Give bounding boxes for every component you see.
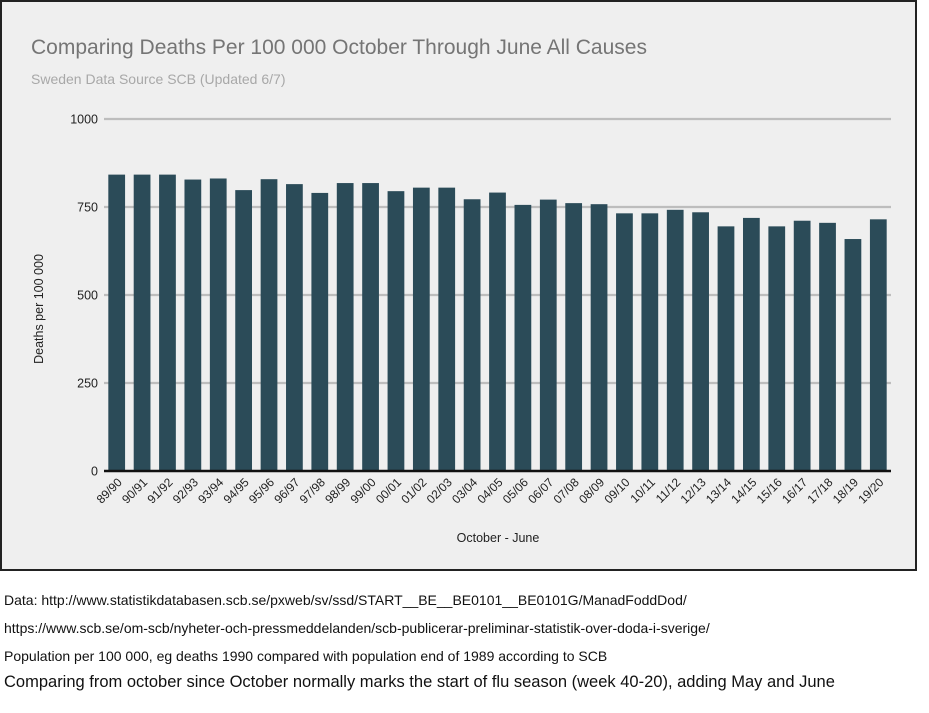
bar (108, 174, 126, 471)
x-tick-label: 01/02 (398, 475, 429, 506)
bar (717, 226, 735, 471)
bar (438, 187, 456, 471)
chart-frame: Comparing Deaths Per 100 000 October Thr… (0, 0, 917, 571)
footnote-flu-season-note: Comparing from october since October nor… (4, 673, 835, 691)
bar (869, 219, 887, 471)
chart-subtitle: Sweden Data Source SCB (Updated 6/7) (31, 71, 286, 87)
x-tick-label: 90/91 (119, 475, 150, 506)
bar (133, 174, 151, 471)
footnote-scb-link: https://www.scb.se/om-scb/nyheter-och-pr… (4, 620, 710, 636)
x-tick-label: 10/11 (627, 475, 658, 506)
x-tick-label: 94/95 (221, 475, 252, 506)
y-tick-label: 0 (91, 465, 98, 479)
x-tick-label: 91/92 (144, 475, 175, 506)
bar (692, 212, 709, 471)
y-axis-title: Deaths per 100 000 (32, 254, 46, 364)
bar (666, 209, 684, 472)
x-tick-label: 05/06 (500, 475, 531, 506)
x-tick-label: 12/13 (678, 475, 709, 506)
bar (311, 192, 329, 472)
x-tick-label: 00/01 (373, 475, 404, 506)
x-tick-label: 14/15 (728, 475, 759, 506)
footnote-population-note: Population per 100 000, eg deaths 1990 c… (4, 648, 608, 664)
x-tick-label: 13/14 (703, 475, 734, 506)
bar (590, 204, 608, 471)
bar (844, 239, 862, 471)
bar (514, 204, 532, 471)
bar (412, 187, 430, 471)
x-tick-label: 93/94 (195, 475, 226, 506)
bar (742, 217, 760, 471)
x-tick-label: 06/07 (525, 475, 556, 506)
x-tick-label: 95/96 (246, 475, 277, 506)
x-tick-label: 04/05 (474, 475, 505, 506)
x-tick-label: 92/93 (170, 475, 201, 506)
bar (260, 179, 278, 471)
y-tick-label: 250 (77, 377, 98, 391)
bar (286, 184, 303, 471)
x-tick-label: 18/19 (830, 475, 861, 506)
bar (768, 226, 786, 471)
bar (235, 190, 253, 471)
x-tick-label: 17/18 (805, 475, 836, 506)
x-tick-label: 08/09 (576, 475, 607, 506)
x-tick-label: 96/97 (271, 475, 302, 506)
x-tick-label: 15/16 (754, 475, 785, 506)
bar (184, 179, 202, 471)
x-tick-label: 09/10 (601, 475, 632, 506)
bar (209, 178, 227, 471)
x-tick-label: 16/17 (779, 475, 810, 506)
x-tick-label: 89/90 (94, 475, 125, 506)
footnote-data-source: Data: http://www.statistikdatabasen.scb.… (4, 592, 687, 608)
y-tick-label: 750 (77, 201, 98, 215)
y-tick-label: 1000 (70, 113, 98, 127)
chart-title: Comparing Deaths Per 100 000 October Thr… (31, 36, 647, 59)
x-tick-label: 03/04 (449, 475, 480, 506)
x-tick-label: 02/03 (424, 475, 455, 506)
footnotes: Data: http://www.statistikdatabasen.scb.… (4, 586, 924, 694)
bar-chart: 0250500750100089/9090/9191/9292/9393/949… (32, 113, 891, 545)
bar (565, 203, 583, 472)
x-tick-label: 98/99 (322, 475, 353, 506)
x-tick-label: 19/20 (855, 475, 886, 506)
x-tick-label: 11/12 (653, 475, 684, 506)
x-tick-label: 97/98 (297, 475, 328, 506)
x-tick-label: 99/00 (348, 475, 379, 506)
bar (539, 199, 557, 471)
bar (793, 220, 811, 471)
bar (336, 183, 354, 471)
bar (641, 213, 659, 471)
y-tick-label: 500 (77, 289, 98, 303)
bar (489, 192, 506, 471)
x-axis-title: October - June (457, 531, 540, 545)
bar (616, 213, 633, 471)
bar (463, 199, 481, 472)
bar (159, 174, 176, 471)
bar (362, 183, 379, 471)
x-tick-label: 07/08 (551, 475, 582, 506)
bar (387, 191, 405, 471)
bar (819, 222, 836, 471)
